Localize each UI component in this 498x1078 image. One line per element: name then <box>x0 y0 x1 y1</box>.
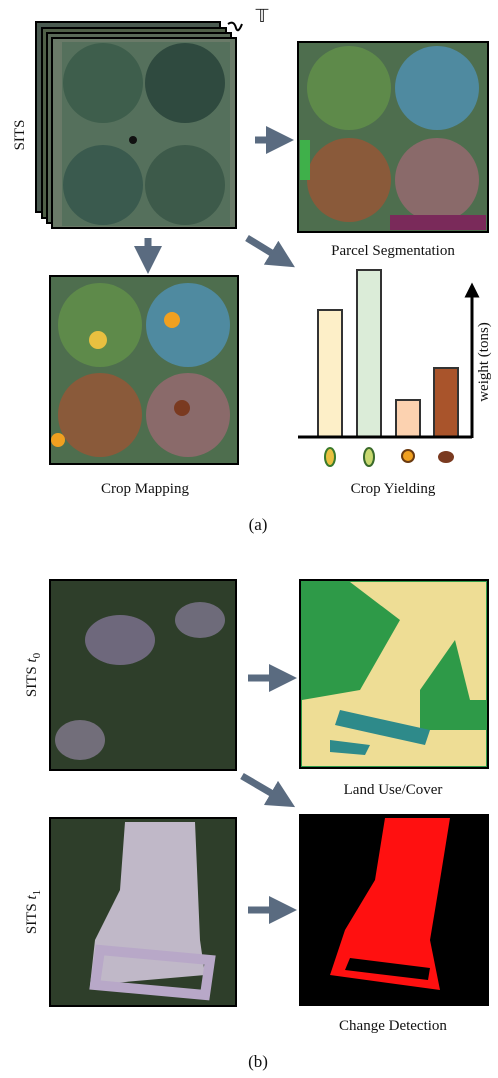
label-prefix: SITS <box>24 666 40 697</box>
yield-illustration <box>298 270 472 466</box>
arrow <box>247 238 283 260</box>
panel-label: (b) <box>248 1052 268 1071</box>
image-label: SITS t1 <box>24 890 43 934</box>
segmentation-image <box>298 42 488 232</box>
caption: Parcel Segmentation <box>331 243 455 259</box>
label-prefix: SITS <box>24 903 40 934</box>
time-brace <box>228 23 242 31</box>
image-label: SITS t0 <box>24 652 43 697</box>
label-sub: 0 <box>31 652 43 658</box>
change-image <box>300 815 488 1005</box>
figure: SITS 𝕋 Parcel Segmentation Crop Mapping … <box>0 0 498 1078</box>
panel-label: (a) <box>249 515 268 534</box>
mapping-image <box>50 276 238 464</box>
stack-label: SITS <box>12 120 28 151</box>
caption: Crop Yielding <box>351 481 436 497</box>
landcover-image <box>300 580 488 768</box>
caption: Crop Mapping <box>101 481 189 497</box>
sits-t0-image <box>50 580 236 770</box>
axis-label: weight (tons) <box>476 322 492 402</box>
caption: Land Use/Cover <box>344 782 443 798</box>
label-sub: 1 <box>31 890 43 896</box>
arrow <box>242 776 283 800</box>
time-symbol: 𝕋 <box>255 6 269 26</box>
caption: Change Detection <box>339 1018 447 1034</box>
sits-t1-image <box>50 818 236 1006</box>
sits-stack <box>36 22 236 228</box>
